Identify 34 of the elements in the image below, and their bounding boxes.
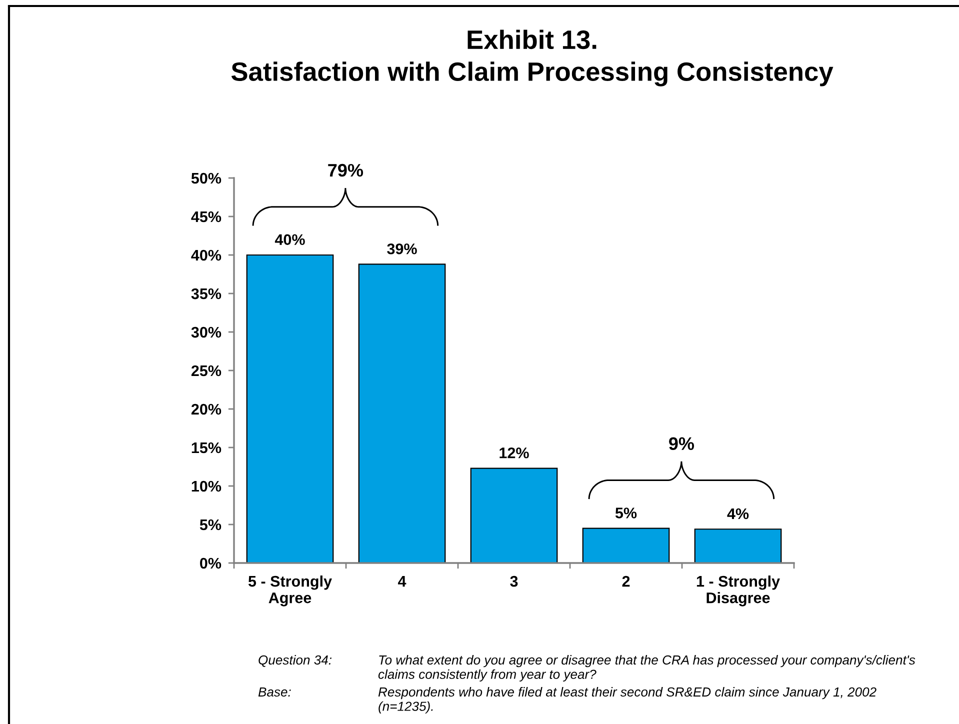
x-tick-label: 4 <box>398 576 406 587</box>
bar <box>694 528 782 563</box>
bar <box>358 264 446 563</box>
text: To what extent do you agree or disagree that the CRA has processed your company's/client's claims consistently from year to year? <box>378 655 916 682</box>
y-tick-label: 15% <box>192 442 222 454</box>
y-tick-label: 40% <box>191 250 222 261</box>
y-tick-label: 20% <box>191 404 222 415</box>
x-tick-label: 1 - Strongly Disagree <box>696 576 780 606</box>
text: Question 34: <box>258 655 332 667</box>
bar <box>582 528 670 563</box>
x-tick-label: 2 <box>622 576 630 587</box>
y-tick-label: 50% <box>191 172 222 184</box>
y-tick-label: 30% <box>191 326 222 338</box>
y-tick-label: 5% <box>200 519 222 530</box>
chart-title: Exhibit 13. <box>468 30 596 50</box>
bar <box>470 468 558 563</box>
y-tick-label: 45% <box>191 211 222 222</box>
y-tick-label: 10% <box>192 480 222 492</box>
data-label: 39% <box>387 243 417 254</box>
x-tick-label: 3 <box>510 576 518 587</box>
x-tick-label: 5 - Strongly Agree <box>248 576 332 606</box>
data-label: 12% <box>500 448 529 458</box>
text: 79% <box>328 164 364 177</box>
text: Respondents who have filed at least their second SR&ED claim since January 1, 2002 (n=1235). <box>378 687 876 714</box>
bar <box>246 254 334 563</box>
data-label: 4% <box>727 508 749 520</box>
data-label: 5% <box>615 508 637 518</box>
text: Base: <box>258 687 291 697</box>
y-tick-label: 0% <box>200 558 222 569</box>
y-tick-label: 35% <box>191 288 222 300</box>
chart-subtitle: Satisfaction with Claim Processing Consistency <box>231 62 834 86</box>
y-tick-label: 25% <box>191 365 222 376</box>
annotation: 9% <box>669 437 694 450</box>
data-label: 40% <box>274 234 305 246</box>
